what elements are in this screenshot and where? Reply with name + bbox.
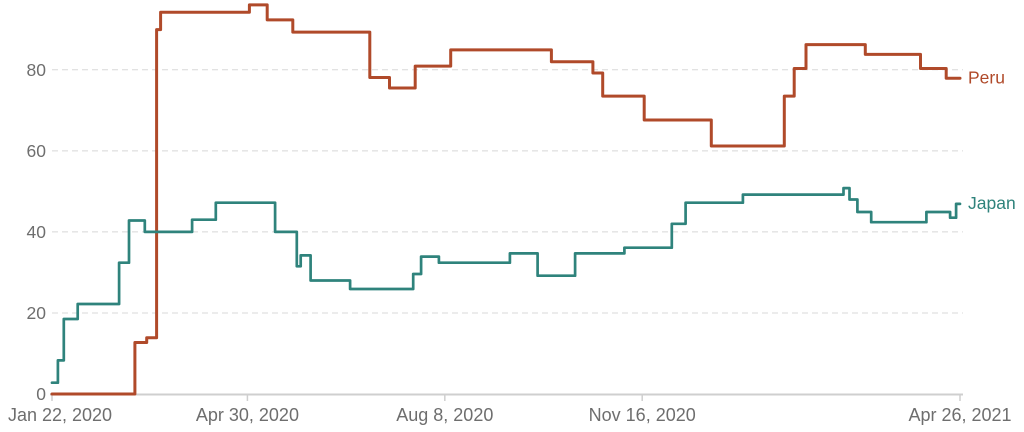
x-tick-label: Apr 26, 2021 — [908, 405, 1011, 425]
y-tick-label-60: 60 — [27, 141, 47, 161]
x-tick-label: Aug 8, 2020 — [396, 405, 493, 425]
x-tick-label: Apr 30, 2020 — [196, 405, 299, 425]
y-gridlines — [52, 69, 963, 314]
peru-series-label[interactable]: Peru — [968, 67, 1005, 87]
y-tick-label-80: 80 — [27, 60, 47, 80]
x-tick-label: Nov 16, 2020 — [589, 405, 696, 425]
x-tick-label: Jan 22, 2020 — [8, 405, 112, 425]
x-axis-labels: Jan 22, 2020 Apr 30, 2020 Aug 8, 2020 Nov 1… — [8, 405, 1012, 425]
japan-series-label[interactable]: Japan — [968, 193, 1016, 213]
japan-line[interactable] — [50, 186, 962, 385]
y-axis-labels: 0 20 40 60 80 — [27, 60, 47, 404]
x-axis-ticks — [51, 395, 961, 401]
y-tick-label-20: 20 — [27, 303, 47, 323]
y-tick-label-40: 40 — [27, 222, 47, 242]
peru-line[interactable] — [50, 3, 962, 396]
y-tick-label-0: 0 — [36, 384, 46, 404]
